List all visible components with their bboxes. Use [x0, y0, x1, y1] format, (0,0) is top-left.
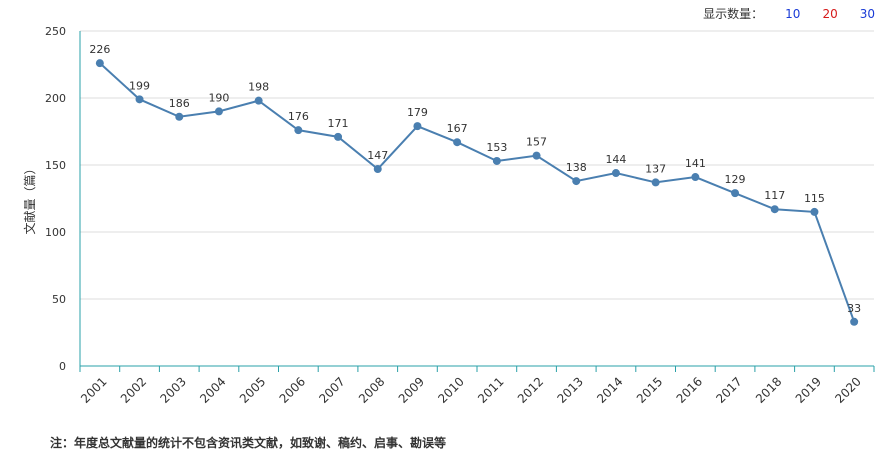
x-tick-label: 2001: [78, 374, 109, 405]
y-axis-title: 文献量（篇）: [22, 162, 37, 234]
x-tick-label: 2002: [118, 374, 149, 405]
data-point: [294, 126, 303, 135]
data-label: 141: [685, 157, 706, 170]
x-tick-label: 2003: [158, 374, 189, 405]
data-label: 167: [447, 122, 468, 135]
data-point: [572, 177, 581, 186]
data-point: [532, 151, 541, 160]
data-point: [175, 112, 184, 121]
x-tick-label: 2018: [753, 374, 784, 405]
data-label: 179: [407, 106, 428, 119]
data-label: 186: [169, 97, 190, 110]
x-tick-label: 2016: [674, 374, 705, 405]
data-label: 176: [288, 110, 309, 123]
data-label: 147: [367, 149, 388, 162]
y-tick-label: 0: [59, 360, 66, 373]
data-point: [413, 122, 422, 131]
data-point: [651, 178, 660, 187]
data-point: [611, 169, 620, 178]
data-label: 198: [248, 81, 269, 94]
data-point: [334, 132, 343, 141]
x-tick-label: 2010: [435, 374, 466, 405]
data-label: 157: [526, 136, 547, 149]
y-tick-label: 100: [45, 226, 66, 239]
data-point: [453, 138, 462, 147]
data-point: [770, 205, 779, 214]
y-tick-label: 200: [45, 92, 66, 105]
data-point: [135, 95, 144, 104]
display-count-label: 显示数量：: [703, 7, 764, 21]
data-label: 144: [605, 153, 626, 166]
x-tick-label: 2017: [713, 374, 744, 405]
x-tick-label: 2006: [277, 374, 308, 405]
x-tick-label: 2011: [475, 374, 506, 405]
series-line: [99, 62, 856, 323]
data-label: 115: [804, 192, 825, 205]
data-label: 226: [89, 43, 110, 56]
footnote: 注：年度总文献量的统计不包含资讯类文献，如致谢、稿约、启事、勘误等: [50, 436, 447, 450]
data-point: [810, 207, 819, 216]
y-tick-label: 50: [52, 293, 66, 306]
count-option-20[interactable]: 20: [822, 6, 838, 21]
data-label: 190: [208, 91, 229, 104]
count-option-10[interactable]: 10: [785, 6, 801, 21]
x-tick-label: 2015: [634, 374, 665, 405]
data-label: 199: [129, 79, 150, 92]
data-point: [214, 107, 223, 116]
x-tick-label: 2014: [594, 374, 625, 405]
line-chart: 0 50 100 150 200 250 2001 2002 2003 2004 2005 2006 2…: [22, 25, 875, 406]
display-count-bar: 显示数量： 10 20 30: [703, 5, 875, 22]
x-tick-label: 2007: [316, 374, 347, 405]
data-label: 137: [645, 162, 666, 175]
x-tick-label: 2019: [793, 374, 824, 405]
data-label: 33: [847, 302, 861, 315]
data-point: [373, 165, 382, 174]
x-tick-label: 2013: [555, 374, 586, 405]
y-tick-label: 250: [45, 25, 66, 38]
data-label: 138: [566, 161, 587, 174]
count-option-30[interactable]: 30: [859, 6, 875, 21]
data-label: 153: [486, 141, 507, 154]
data-label: 129: [725, 173, 746, 186]
data-point: [691, 173, 700, 182]
data-point: [850, 317, 859, 326]
data-label: 171: [328, 117, 349, 130]
x-tick-label: 2012: [515, 374, 546, 405]
x-tick-label: 2004: [197, 374, 228, 405]
x-tick-label: 2008: [356, 374, 387, 405]
data-point: [492, 156, 501, 165]
data-label: 117: [764, 189, 785, 202]
x-tick-label: 2005: [237, 374, 268, 405]
data-point: [731, 189, 740, 198]
y-tick-label: 150: [45, 159, 66, 172]
data-point: [254, 96, 263, 105]
data-point: [95, 59, 104, 68]
x-tick-label: 2009: [396, 374, 427, 405]
x-tick-label: 2020: [832, 374, 863, 405]
